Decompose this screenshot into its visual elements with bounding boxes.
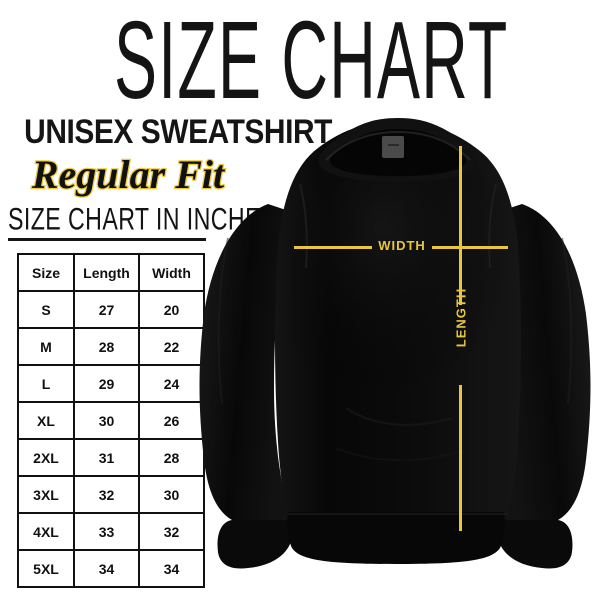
body-highlight [288,137,513,438]
units-heading-wrap: SIZE CHART IN INCHES [8,202,277,238]
table-row: 4XL 33 32 [17,512,205,551]
table-row: 5XL 34 34 [17,549,205,588]
size-table: Size Length Width S 27 20 M 28 22 L 29 2… [17,253,205,588]
cell-width: 24 [138,364,205,403]
cell-size: 5XL [17,549,75,588]
cell-length: 32 [73,475,140,514]
cell-length: 30 [73,401,140,440]
column-header-size: Size [17,253,75,292]
cell-width: 34 [138,549,205,588]
cell-size: 2XL [17,438,75,477]
cell-length: 28 [73,327,140,366]
table-row: L 29 24 [17,364,205,403]
table-row: XL 30 26 [17,401,205,440]
body-fold-2 [335,447,465,462]
left-cuff [217,520,294,569]
cell-size: S [17,290,75,329]
cell-width: 22 [138,327,205,366]
neck-tag [382,136,404,158]
left-sleeve [199,204,292,520]
cell-width: 32 [138,512,205,551]
left-arm-fold [217,237,229,405]
table-header-row: Size Length Width [17,253,205,292]
table-row: S 27 20 [17,290,205,329]
cell-size: 3XL [17,475,75,514]
table-row: M 28 22 [17,327,205,366]
cell-length: 27 [73,290,140,329]
table-row: 3XL 32 30 [17,475,205,514]
cell-length: 34 [73,549,140,588]
cell-size: XL [17,401,75,440]
cell-width: 26 [138,401,205,440]
right-sleeve [498,204,591,520]
body-fold-1 [345,407,453,426]
cell-width: 20 [138,290,205,329]
right-arm-fold [561,237,573,405]
sweatshirt-image [196,108,600,578]
collar-edge-highlight [325,130,471,161]
cell-length: 29 [73,364,140,403]
fit-heading: Regular Fit [31,151,226,198]
right-cuff [496,520,573,569]
neck-tag-text [388,144,399,146]
table-row: 2XL 31 28 [17,438,205,477]
cell-size: L [17,364,75,403]
cell-length: 33 [73,512,140,551]
cell-length: 31 [73,438,140,477]
units-heading: SIZE CHART IN INCHES [8,202,277,238]
column-header-length: Length [73,253,140,292]
cell-size: M [17,327,75,366]
left-shoulder-seam [299,183,308,269]
page-title: SIZE CHART [114,0,509,123]
units-heading-underline [8,238,206,241]
cell-size: 4XL [17,512,75,551]
cell-width: 30 [138,475,205,514]
column-header-width: Width [138,253,205,292]
cell-width: 28 [138,438,205,477]
right-shoulder-seam [488,183,497,269]
waistband [287,512,505,564]
